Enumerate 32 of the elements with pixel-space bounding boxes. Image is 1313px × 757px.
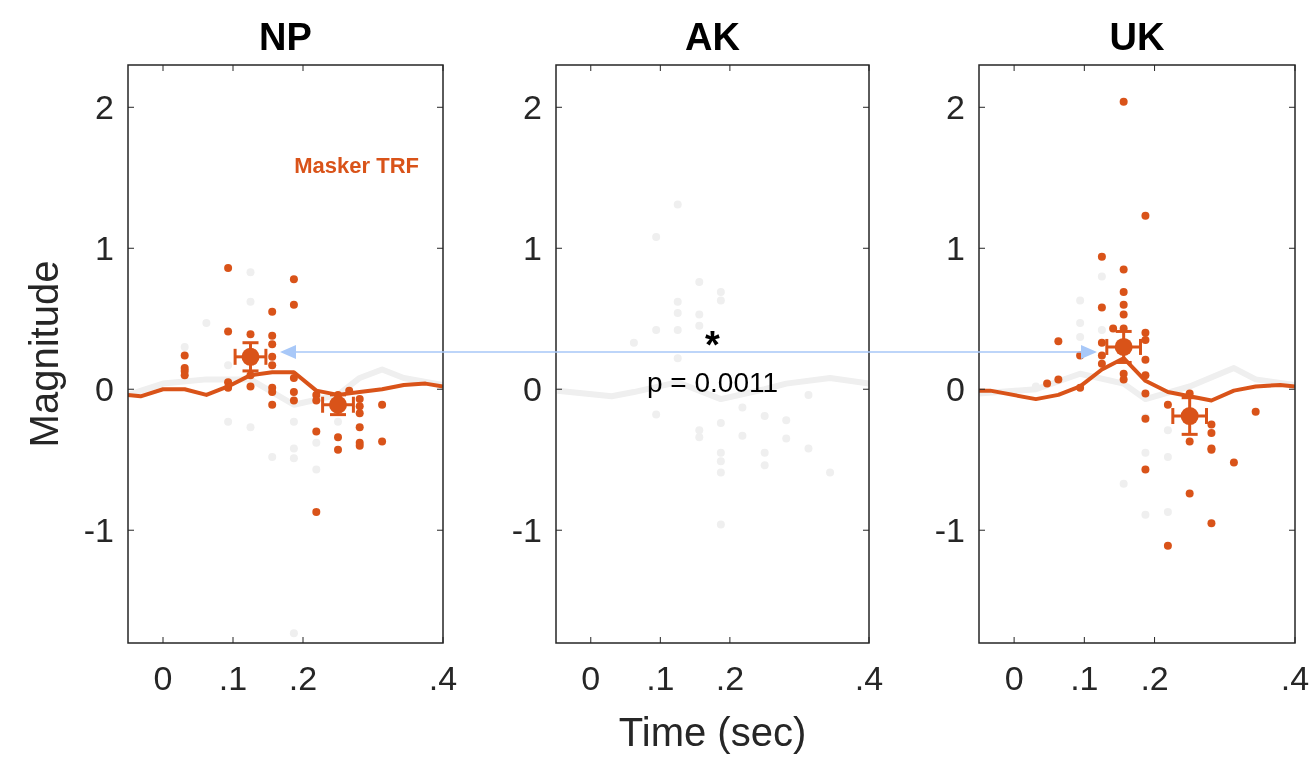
annotation: *: [705, 324, 721, 366]
x-axis-title: Time (sec): [618, 710, 807, 754]
y-tick-label: -1: [511, 511, 542, 550]
y-tick-label: 0: [946, 370, 965, 409]
x-tick-label: .2: [715, 659, 745, 697]
annotation: p = 0.0011: [646, 367, 779, 398]
chart-title: UK: [1109, 16, 1165, 58]
y-tick-label: 1: [523, 229, 542, 268]
chart-title: NP: [259, 16, 312, 58]
y-tick-label: 1: [946, 229, 965, 268]
y-tick-label: -1: [934, 511, 965, 550]
y-tick-label: 1: [95, 229, 114, 268]
x-tick-label: 0: [1004, 659, 1024, 697]
y-tick-label: 0: [523, 370, 542, 409]
y-tick-label: 2: [523, 88, 542, 127]
x-tick-label: .1: [646, 659, 675, 697]
y-tick-label: 2: [95, 88, 114, 127]
x-tick-label: .1: [1070, 659, 1099, 697]
y-axis-title: Magnitude: [22, 260, 66, 448]
y-tick-label: -1: [83, 511, 114, 550]
chart-title: AK: [685, 16, 741, 58]
x-tick-label: .1: [218, 659, 248, 697]
y-tick-label: 2: [946, 88, 965, 127]
text: Masker TRF: [294, 153, 419, 178]
x-tick-label: .4: [428, 659, 458, 697]
x-tick-label: .2: [1140, 659, 1169, 697]
y-tick-label: 0: [95, 370, 114, 409]
x-tick-label: 0: [153, 659, 173, 697]
x-tick-label: .4: [854, 659, 884, 697]
x-tick-label: .4: [1280, 659, 1310, 697]
x-tick-label: .2: [288, 659, 318, 697]
x-tick-label: 0: [581, 659, 601, 697]
